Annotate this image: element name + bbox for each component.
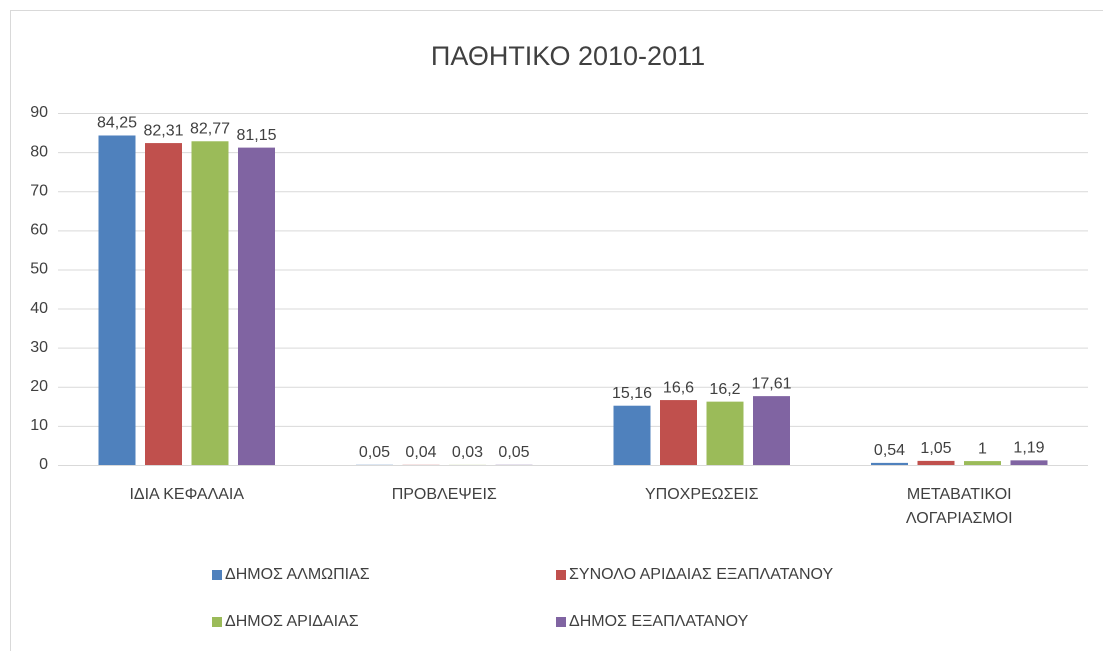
bar [613, 405, 651, 465]
data-label: 0,04 [405, 444, 436, 461]
legend-item: ΔΗΜΟΣ ΕΞΑΠΛΑΤΑΝΟΥ [556, 613, 748, 631]
bar [1010, 460, 1048, 465]
bar [964, 461, 1001, 465]
bar [98, 135, 136, 465]
x-tick-label: ΙΔΙΑ ΚΕΦΑΛΑΙΑ [129, 486, 245, 503]
y-tick-label: 10 [30, 417, 48, 434]
y-tick-label: 20 [30, 378, 48, 395]
bar [660, 400, 697, 465]
legend-swatch [556, 617, 566, 627]
data-label: 84,25 [97, 115, 137, 132]
data-label: 16,6 [663, 379, 694, 396]
data-label: 82,77 [190, 120, 230, 137]
data-label: 1 [978, 440, 987, 457]
data-label: 16,2 [709, 381, 740, 398]
legend-swatch [556, 570, 566, 580]
data-label: 0,05 [498, 444, 529, 461]
chart-title: ΠΑΘΗΤΙΚΟ 2010-2011 [431, 41, 705, 71]
data-label: 0,05 [359, 444, 390, 461]
y-tick-label: 50 [30, 261, 48, 278]
data-label: 0,03 [452, 444, 483, 461]
legend-label: ΔΗΜΟΣ ΑΡΙΔΑΙΑΣ [225, 613, 359, 630]
chart-border [10, 10, 1103, 651]
data-label: 82,31 [143, 122, 183, 139]
bar [706, 401, 744, 465]
data-label: 81,15 [236, 127, 276, 144]
x-tick-label: ΜΕΤΑΒΑΤΙΚΟΙ ΛΟΓΑΡΙΑΣΜΟΙ [905, 486, 1013, 527]
legend-item: ΔΗΜΟΣ ΑΛΜΩΠΙΑΣ [212, 566, 370, 584]
legend-item: ΣΥΝΟΛΟ ΑΡΙΔΑΙΑΣ ΕΞΑΠΛΑΤΑΝΟΥ [556, 566, 833, 584]
data-label: 0,54 [874, 442, 905, 459]
y-tick-label: 60 [30, 222, 48, 239]
x-tick-label: ΠΡΟΒΛΕΨΕΙΣ [391, 486, 497, 503]
data-label: 1,19 [1013, 440, 1044, 457]
y-tick-label: 70 [30, 182, 48, 199]
legend-swatch [212, 570, 222, 580]
bar [238, 147, 275, 465]
data-label: 1,05 [920, 440, 951, 457]
bar [145, 143, 182, 465]
y-tick-label: 80 [30, 143, 48, 160]
data-label: 17,61 [751, 375, 791, 392]
y-tick-label: 90 [30, 104, 48, 121]
legend-label: ΔΗΜΟΣ ΑΛΜΩΠΙΑΣ [225, 566, 370, 583]
y-tick-label: 40 [30, 300, 48, 317]
data-label: 15,16 [612, 385, 652, 402]
y-tick-label: 0 [39, 456, 48, 473]
bar [191, 141, 229, 465]
x-tick-label: ΥΠΟΧΡΕΩΣΕΙΣ [644, 486, 759, 503]
bar [917, 460, 955, 465]
legend-label: ΔΗΜΟΣ ΕΞΑΠΛΑΤΑΝΟΥ [569, 613, 749, 630]
y-tick-label: 30 [30, 339, 48, 356]
bar [753, 396, 790, 465]
bar [871, 462, 908, 465]
legend-label: ΣΥΝΟΛΟ ΑΡΙΔΑΙΑΣ ΕΞΑΠΛΑΤΑΝΟΥ [569, 566, 834, 583]
legend-swatch [212, 617, 222, 627]
legend-item: ΔΗΜΟΣ ΑΡΙΔΑΙΑΣ [212, 613, 359, 631]
